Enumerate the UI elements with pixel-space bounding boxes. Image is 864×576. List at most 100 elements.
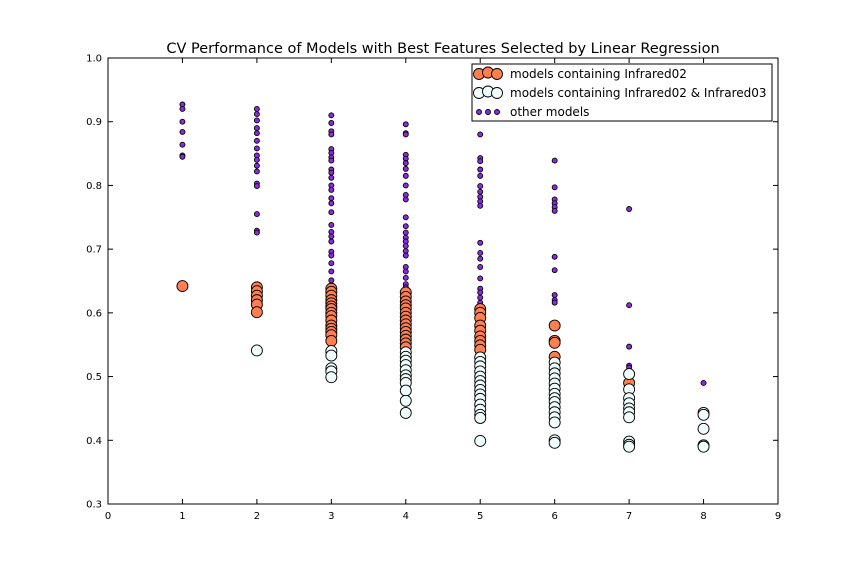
data-point <box>179 141 186 148</box>
data-point <box>626 343 633 350</box>
legend-marker <box>476 109 482 115</box>
x-tick-label: 6 <box>551 511 557 522</box>
data-point <box>253 156 260 163</box>
legend-entry: models containing Infrared02 <box>473 66 687 81</box>
data-point <box>328 174 335 181</box>
data-point <box>623 440 636 453</box>
data-point <box>477 172 484 179</box>
y-tick-label: 0.4 <box>86 436 102 447</box>
y-tick-label: 0.3 <box>86 500 102 511</box>
data-point <box>179 106 186 112</box>
ticks-layer: 0 1 2 3 4 5 6 7 8 9 0.3 0.4 0.5 0.6 0.7 0.8 0.9 1.0 <box>86 54 781 523</box>
x-tick-label: 8 <box>700 511 706 522</box>
y-tick-label: 0.6 <box>86 308 102 319</box>
data-point <box>623 368 636 380</box>
series-1 <box>250 344 710 453</box>
data-point <box>402 223 409 230</box>
data-point <box>551 184 558 191</box>
y-tick-label: 1.0 <box>86 54 102 65</box>
legend-label: models containing Infrared02 <box>510 67 687 81</box>
legend-marker <box>491 68 503 80</box>
y-tick-label: 0.9 <box>86 117 102 128</box>
data-point <box>328 200 335 207</box>
data-point <box>328 157 335 164</box>
data-point <box>477 294 484 301</box>
data-point <box>253 211 260 218</box>
data-point <box>253 117 260 124</box>
x-tick-label: 5 <box>477 511 483 522</box>
data-point <box>626 302 633 309</box>
x-tick-label: 1 <box>179 511 185 522</box>
data-point <box>548 436 561 449</box>
data-point <box>402 229 409 236</box>
data-point <box>477 158 484 165</box>
legend-items: models containing Infrared02 models conta… <box>473 66 767 119</box>
data-point <box>328 112 335 119</box>
data-point <box>253 168 260 175</box>
data-point <box>477 239 484 246</box>
data-point <box>402 131 409 138</box>
data-point <box>402 121 409 128</box>
x-tick-label: 3 <box>328 511 334 522</box>
data-point <box>551 299 558 306</box>
data-point <box>179 118 186 125</box>
data-point <box>325 349 338 362</box>
data-point <box>477 255 484 262</box>
data-point <box>551 253 558 260</box>
data-point <box>402 252 409 259</box>
legend: models containing Infrared02 models conta… <box>471 63 773 122</box>
chart-title: CV Performance of Models with Best Featu… <box>166 41 719 57</box>
data-point <box>548 416 561 429</box>
data-point <box>253 137 260 144</box>
data-point <box>328 131 335 138</box>
data-point <box>551 207 558 214</box>
legend-label: other models <box>510 105 589 119</box>
data-point <box>253 106 260 112</box>
legend-marker <box>491 87 503 99</box>
data-point <box>548 319 561 332</box>
data-point <box>402 160 409 167</box>
data-point <box>179 153 186 160</box>
data-point <box>325 371 338 384</box>
data-point <box>176 280 189 293</box>
data-point <box>402 243 409 249</box>
data-point <box>477 183 484 190</box>
data-point <box>328 233 335 240</box>
y-tick-label: 0.8 <box>86 181 102 192</box>
data-point <box>474 412 487 424</box>
data-point <box>402 172 409 179</box>
data-point <box>551 267 558 274</box>
data-point <box>253 125 260 132</box>
data-point <box>253 229 260 236</box>
data-point <box>253 183 260 190</box>
y-tick-label: 0.5 <box>86 372 102 383</box>
data-point <box>477 250 484 256</box>
x-tick-label: 9 <box>775 511 781 522</box>
legend-entry: other models <box>476 105 589 119</box>
data-point <box>328 209 335 216</box>
data-point <box>253 130 260 137</box>
x-tick-label: 2 <box>254 511 260 522</box>
data-point <box>328 120 335 126</box>
points-layer <box>176 101 710 453</box>
data-point <box>328 221 335 228</box>
data-point <box>477 289 484 296</box>
data-point <box>477 264 484 270</box>
data-point <box>253 145 260 152</box>
data-point <box>477 188 484 195</box>
data-point <box>250 306 263 319</box>
data-point <box>548 336 561 349</box>
data-point <box>253 162 260 169</box>
data-point <box>402 196 409 203</box>
data-point <box>626 206 633 212</box>
data-point <box>328 195 335 202</box>
data-point <box>477 202 484 209</box>
data-point <box>402 214 409 221</box>
data-point <box>328 277 335 284</box>
data-point <box>402 165 409 172</box>
data-point <box>399 406 412 419</box>
data-point <box>700 379 707 386</box>
data-point <box>399 394 412 407</box>
data-point <box>328 169 335 176</box>
